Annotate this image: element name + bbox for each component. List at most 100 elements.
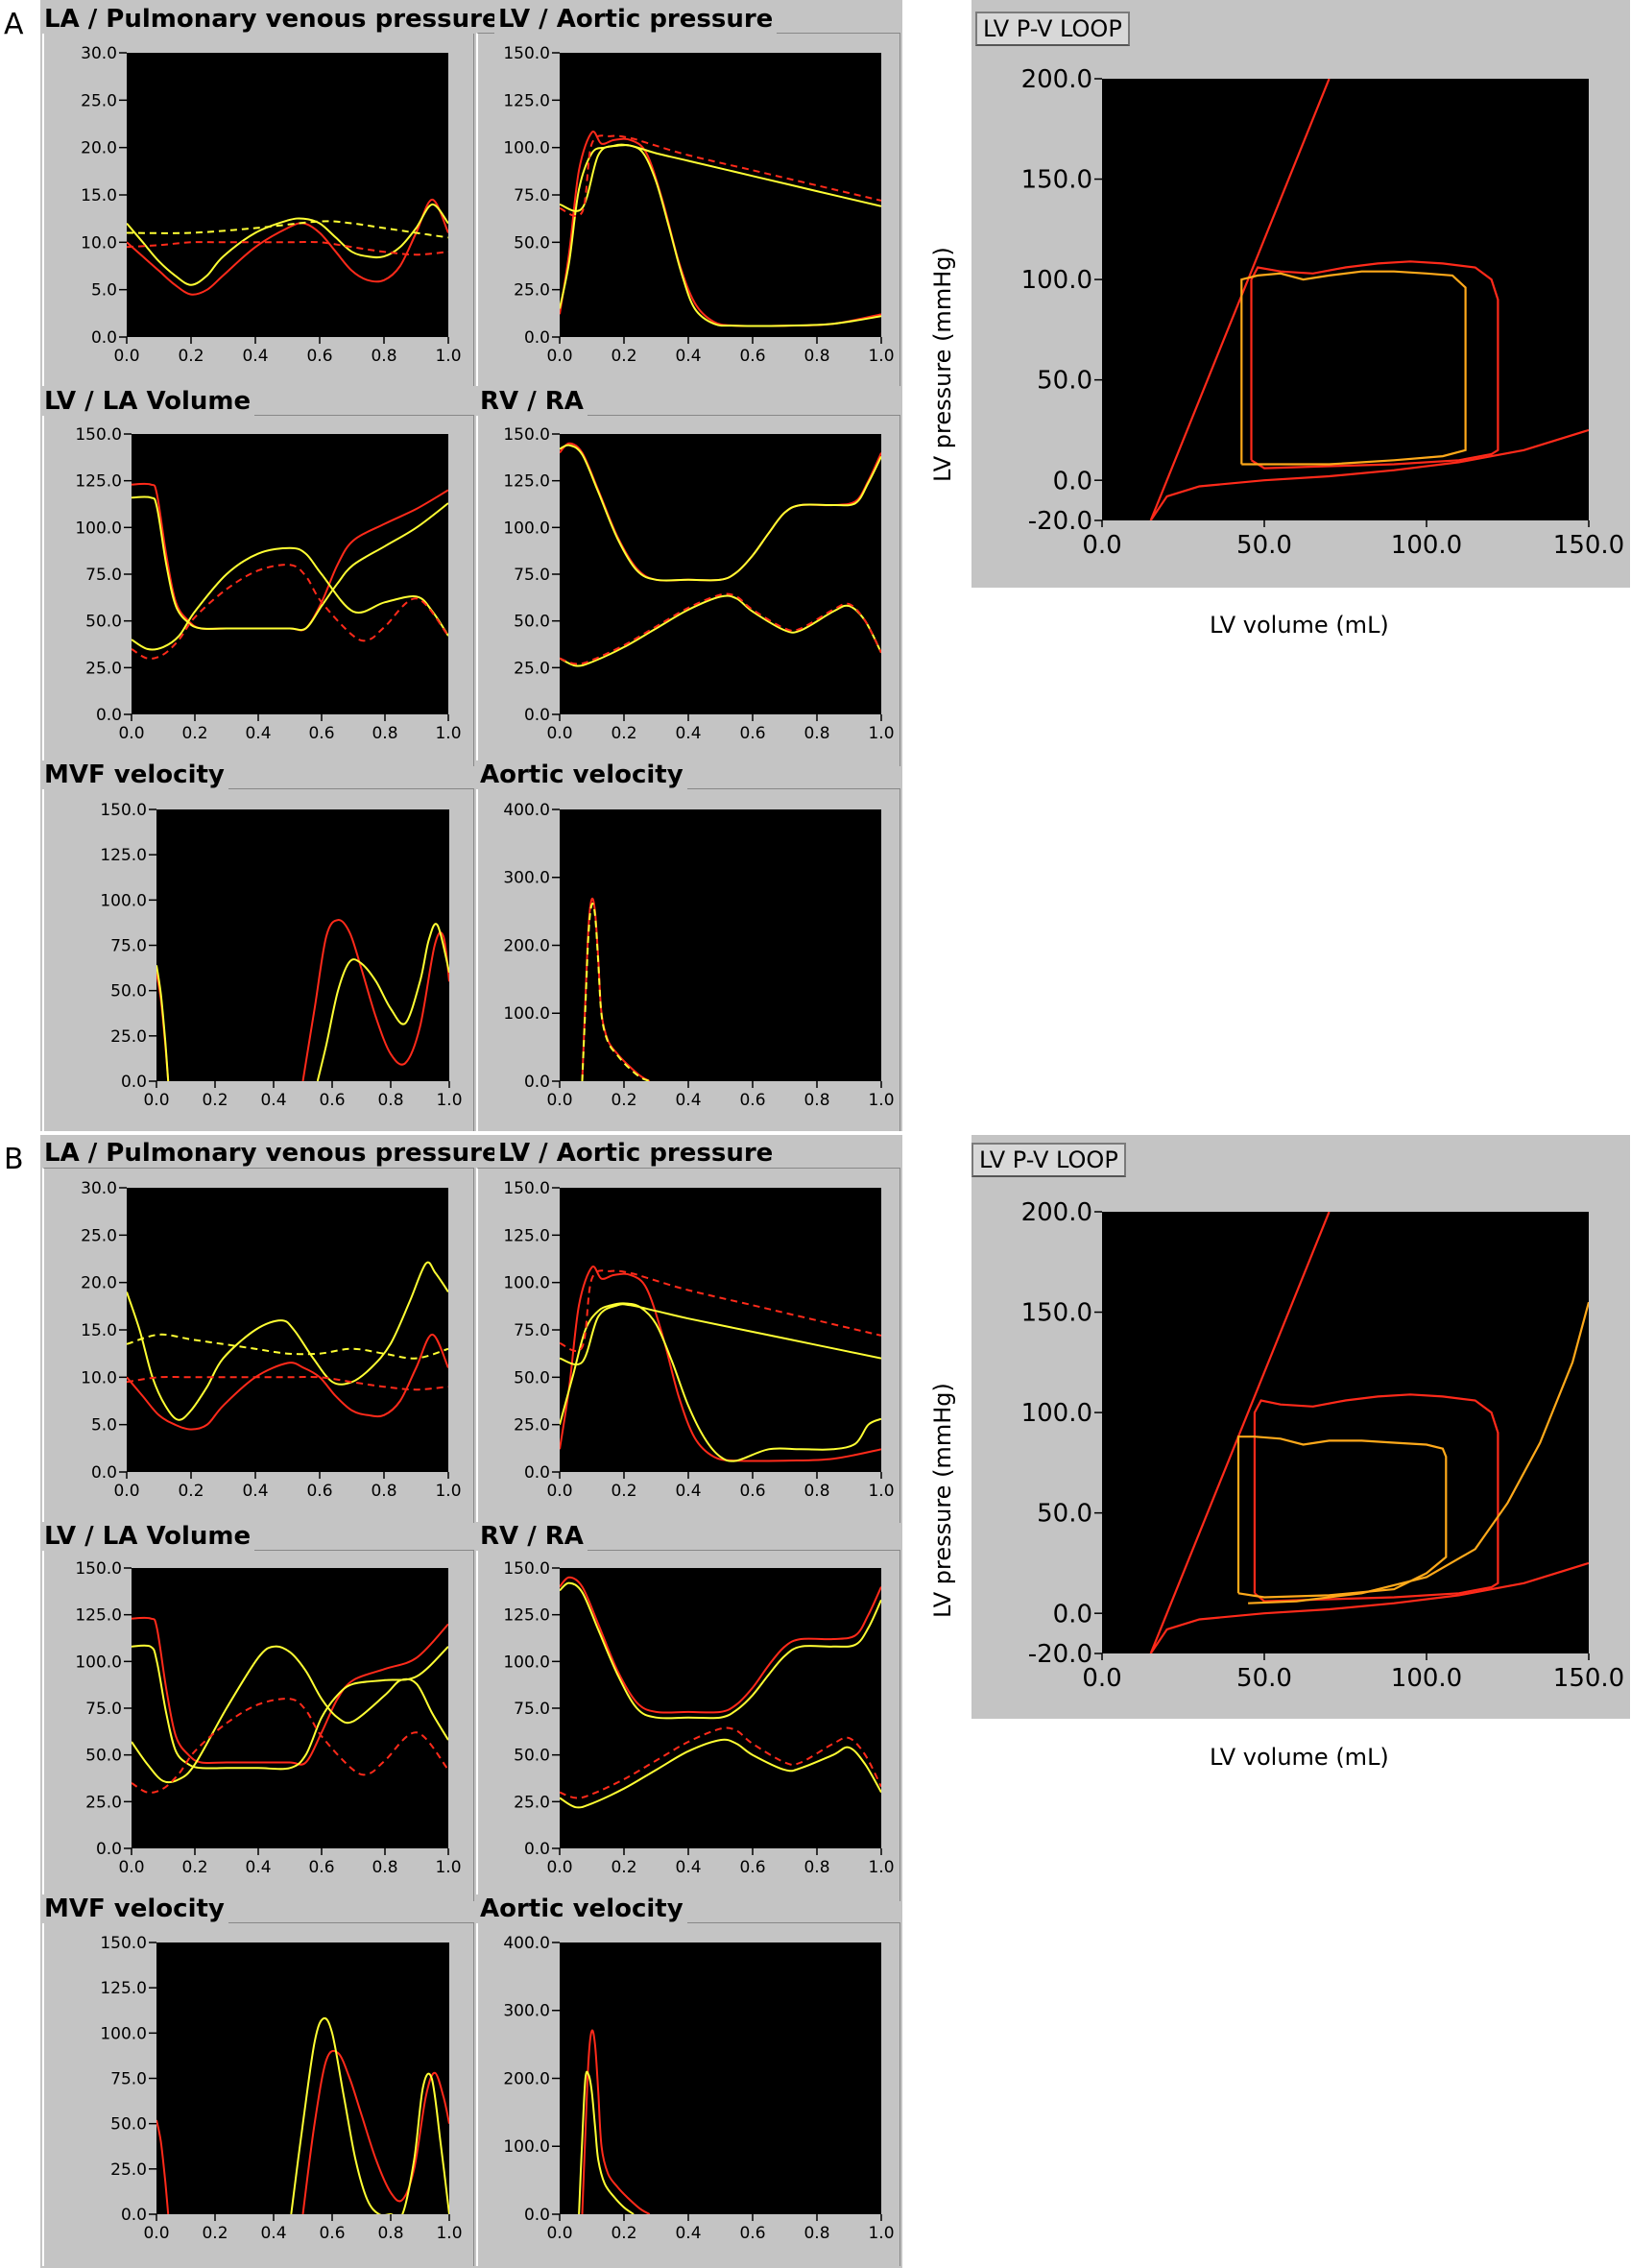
series-line-2 xyxy=(560,594,881,667)
chart-title-B-lv: LV / Aortic pressure xyxy=(494,1139,778,1168)
x-tick-label: 1.0 xyxy=(868,724,894,743)
plot-area xyxy=(156,809,449,1081)
y-tick-label: 25.0 xyxy=(514,1416,550,1436)
pv-loop-b-tab[interactable]: LV P-V LOOP xyxy=(971,1143,1126,1177)
x-tick-label: 1.0 xyxy=(868,1482,894,1501)
plot-area xyxy=(1102,79,1589,520)
x-tick-label: 0.8 xyxy=(377,2224,403,2243)
y-tick-label: 0.0 xyxy=(91,328,117,348)
chart-title-B-ao: Aortic velocity xyxy=(476,1894,687,1923)
plot-area xyxy=(132,1568,448,1848)
plot-area xyxy=(560,434,881,714)
y-tick-label: 150.0 xyxy=(75,1559,122,1579)
chart-title-B-rv: RV / RA xyxy=(476,1522,588,1551)
x-tick-label: 0.2 xyxy=(202,1091,228,1110)
series-line-1 xyxy=(560,1302,881,1462)
chart-svg-A-vol: 0.0 25.0 50.0 75.0 100.0 125.0 150.0 0.0 0.2 0.4 0… xyxy=(75,425,461,743)
series-group xyxy=(156,2016,449,2214)
x-tick-label: 0.2 xyxy=(611,1482,636,1501)
y-tick-label: 0.0 xyxy=(121,2206,147,2225)
plot-area xyxy=(156,1942,449,2214)
x-tick-label: 0.2 xyxy=(181,724,207,743)
chart-svg-A-rv: 0.0 25.0 50.0 75.0 100.0 125.0 150.0 0.0 0.2 0.4 0… xyxy=(503,425,894,743)
series-line-0 xyxy=(1149,1212,1331,1653)
chart-frame-A-vol xyxy=(42,415,474,766)
y-tick-label: 50.0 xyxy=(514,613,550,632)
series-line-0 xyxy=(127,1333,448,1431)
plot-area xyxy=(127,53,448,337)
x-tick-label: 1.0 xyxy=(868,1091,894,1110)
x-tick-label: 0.2 xyxy=(611,2224,636,2243)
y-tick-label: 125.0 xyxy=(503,472,550,492)
series-line-2 xyxy=(132,1645,448,1784)
series-line-2 xyxy=(156,965,170,1081)
x-tick-label: 0.0 xyxy=(546,1091,572,1110)
chart-svg-B-vol: 0.0 25.0 50.0 75.0 100.0 125.0 150.0 0.0 0.2 0.4 0… xyxy=(75,1559,461,1877)
panel-letter-b: B xyxy=(4,1143,24,1176)
x-tick-label: 0.0 xyxy=(546,347,572,366)
y-tick-label: 150.0 xyxy=(503,1559,550,1579)
y-tick-label: 125.0 xyxy=(75,472,122,492)
y-tick-label: 125.0 xyxy=(503,1226,550,1245)
x-tick-label: 1.0 xyxy=(868,347,894,366)
series-line-4 xyxy=(1248,1301,1589,1604)
pv-loop-a-tab[interactable]: LV P-V LOOP xyxy=(975,12,1130,46)
y-tick-label: 150.0 xyxy=(100,1934,147,1953)
series-line-0 xyxy=(560,1266,881,1462)
chart-svg-A-la: 0.0 5.0 10.0 15.0 20.0 25.0 30.0 0.0 0.2 0.4 0.6 0.… xyxy=(81,44,461,366)
chart-title-A-ao: Aortic velocity xyxy=(476,760,687,789)
y-tick-label: -20.0 xyxy=(1028,507,1092,536)
series-group xyxy=(560,1266,881,1462)
series-line-1 xyxy=(1149,428,1589,520)
y-tick-label: 50.0 xyxy=(514,1368,550,1387)
y-tick-label: 50.0 xyxy=(514,1747,550,1766)
series-group xyxy=(581,897,651,1081)
series-line-0 xyxy=(581,897,651,1081)
series-line-3 xyxy=(127,1375,448,1391)
y-tick-label: 100.0 xyxy=(503,1004,550,1024)
y-tick-label: 300.0 xyxy=(503,869,550,888)
y-tick-label: 125.0 xyxy=(503,1606,550,1626)
chart-svg-B-mvf: 0.0 25.0 50.0 75.0 100.0 125.0 150.0 0.0 0.2 0.4 0… xyxy=(100,1934,462,2243)
x-tick-label: 0.4 xyxy=(242,347,268,366)
series-line-0 xyxy=(156,2119,170,2214)
y-tick-label: 50.0 xyxy=(85,613,122,632)
y-tick-label: 25.0 xyxy=(85,1793,122,1812)
panel-letter-a: A xyxy=(4,8,24,41)
chart-frame-A-ao xyxy=(476,788,900,1131)
x-tick-label: 0.8 xyxy=(377,1091,403,1110)
x-tick-label: 1.0 xyxy=(436,1091,462,1110)
chart-title-A-mvf: MVF velocity xyxy=(40,760,228,789)
y-tick-label: 125.0 xyxy=(100,846,147,865)
x-tick-label: 0.8 xyxy=(371,1482,396,1501)
y-tick-label: 0.0 xyxy=(524,328,550,348)
series-line-2 xyxy=(132,546,448,651)
series-line-3 xyxy=(127,240,448,256)
series-group xyxy=(156,919,449,1081)
x-tick-label: 0.8 xyxy=(372,1858,397,1877)
plot-area xyxy=(560,53,881,337)
x-tick-label: 1.0 xyxy=(868,2224,894,2243)
x-tick-label: 100.0 xyxy=(1391,531,1462,560)
x-tick-label: 0.6 xyxy=(739,1858,765,1877)
series-line-1 xyxy=(301,919,449,1081)
chart-frame-A-rv xyxy=(476,415,900,766)
plot-area xyxy=(560,1188,881,1472)
y-tick-label: 50.0 xyxy=(1037,367,1092,396)
y-tick-label: 0.0 xyxy=(524,1463,550,1483)
y-tick-label: 400.0 xyxy=(503,1934,550,1953)
pv-loop-a-ylabel: LV pressure (mmHg) xyxy=(929,247,956,482)
x-tick-label: 0.0 xyxy=(546,1858,572,1877)
y-tick-label: 75.0 xyxy=(85,566,122,585)
plot-area xyxy=(127,1188,448,1472)
series-line-3 xyxy=(316,923,449,1081)
y-tick-label: 100.0 xyxy=(1021,266,1092,295)
y-tick-label: 50.0 xyxy=(1037,1500,1092,1529)
y-tick-label: 100.0 xyxy=(503,1274,550,1293)
plot-area xyxy=(132,434,448,714)
x-tick-label: 0.6 xyxy=(739,1091,765,1110)
x-tick-label: 1.0 xyxy=(435,1482,461,1501)
chart-frame-B-ao xyxy=(476,1922,900,2266)
chart-svg-A-lv: 0.0 25.0 50.0 75.0 100.0 125.0 150.0 0.0 0.2 0.4 0… xyxy=(503,44,894,366)
chart-frame-B-rv xyxy=(476,1550,900,1901)
